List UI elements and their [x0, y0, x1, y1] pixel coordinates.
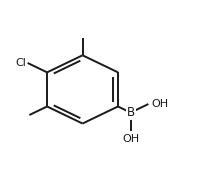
Text: OH: OH	[122, 134, 139, 144]
Text: OH: OH	[151, 99, 169, 109]
Text: Cl: Cl	[16, 58, 27, 68]
Text: B: B	[126, 106, 135, 119]
